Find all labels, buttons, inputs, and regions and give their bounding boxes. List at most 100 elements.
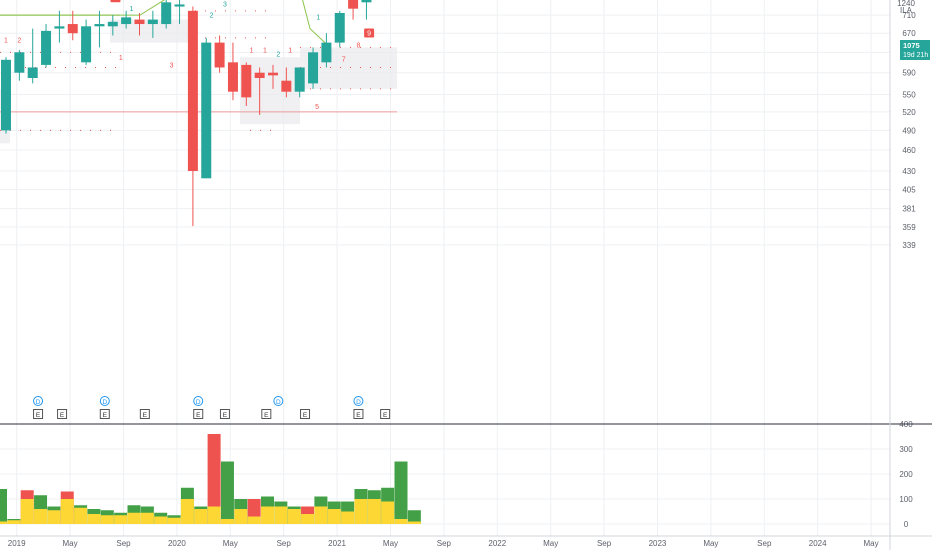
earnings-marker[interactable]: E xyxy=(219,409,230,420)
candle[interactable] xyxy=(147,10,158,38)
sequential-count-label: 1 xyxy=(316,15,320,22)
sequential-count-label: 1 xyxy=(263,47,267,54)
dividend-marker[interactable]: D xyxy=(33,396,44,407)
candle[interactable] xyxy=(227,42,238,101)
setup-9-label: 9 xyxy=(367,31,371,38)
candle[interactable] xyxy=(107,15,118,36)
dividend-circle xyxy=(273,396,284,406)
candle-body xyxy=(81,26,92,63)
time-tick-label: May xyxy=(383,539,398,548)
earnings-letter: E xyxy=(60,412,65,419)
candle-body xyxy=(227,62,238,92)
time-axis[interactable]: 2019 May Sep 2020 May Sep 2021 May Sep 2022 May Sep… xyxy=(8,539,879,548)
earnings-marker[interactable]: E xyxy=(57,409,68,420)
earnings-marker[interactable]: E xyxy=(99,409,110,420)
price-tick-label: 359 xyxy=(902,223,916,232)
volume-bar xyxy=(140,506,154,524)
sequential-count-label: 8 xyxy=(103,0,107,2)
earnings-box xyxy=(300,409,311,419)
volume-bar-base xyxy=(301,514,315,524)
candle[interactable] xyxy=(348,0,359,20)
earnings-marker[interactable]: E xyxy=(353,409,364,420)
earnings-marker[interactable]: E xyxy=(261,409,272,420)
earnings-marker[interactable]: E xyxy=(33,409,44,420)
earnings-box xyxy=(99,409,110,419)
time-tick-label: May xyxy=(864,539,879,548)
volume-bar-base xyxy=(180,499,194,524)
price-tick-label: 430 xyxy=(902,167,916,176)
level-lines xyxy=(0,0,397,131)
volume-bar-base xyxy=(194,509,208,524)
candle[interactable] xyxy=(281,67,292,98)
candle-body xyxy=(27,67,38,79)
time-tick-label: May xyxy=(543,539,558,548)
candle[interactable] xyxy=(321,33,332,68)
candle[interactable] xyxy=(54,10,65,43)
candle-body xyxy=(334,12,345,43)
sequential-count-label: 1 xyxy=(119,55,123,62)
candle[interactable] xyxy=(308,47,319,89)
candle[interactable] xyxy=(41,24,52,68)
candle-body xyxy=(14,52,25,73)
candle[interactable] xyxy=(361,0,372,20)
earnings-box xyxy=(261,409,272,419)
volume-bar-total xyxy=(0,489,7,524)
candle[interactable] xyxy=(201,37,212,179)
bar-countdown: 19d 21h xyxy=(903,52,928,59)
dividend-letter: D xyxy=(276,399,281,406)
candle-body xyxy=(41,30,52,65)
candle[interactable] xyxy=(294,67,305,98)
candle[interactable] xyxy=(94,10,105,48)
volume-bar xyxy=(47,506,61,524)
time-tick-label: Sep xyxy=(757,539,772,548)
candle-body xyxy=(348,0,359,9)
setup-9-badge xyxy=(364,28,375,38)
earnings-marker[interactable]: E xyxy=(139,409,150,420)
candle[interactable] xyxy=(1,57,11,134)
dividend-marker[interactable]: D xyxy=(193,396,204,407)
earnings-marker[interactable]: E xyxy=(300,409,311,420)
volume-bar-base xyxy=(154,516,168,524)
dividend-letter: D xyxy=(102,399,107,406)
candle[interactable] xyxy=(254,67,265,115)
tdst-resistance xyxy=(0,0,331,48)
volume-bar-base xyxy=(100,515,114,524)
candle[interactable] xyxy=(187,6,198,227)
earnings-box xyxy=(33,409,44,419)
candle[interactable] xyxy=(14,49,25,81)
candle[interactable] xyxy=(268,64,278,89)
sequential-count-label: 1 xyxy=(4,38,8,45)
dividend-marker[interactable]: D xyxy=(99,396,110,407)
dividend-marker[interactable]: D xyxy=(273,396,284,407)
time-tick-label: May xyxy=(223,539,238,548)
candle[interactable] xyxy=(67,10,78,41)
candle[interactable] xyxy=(241,62,252,107)
time-tick-label: Sep xyxy=(597,539,612,548)
sequential-count-label: 2 xyxy=(330,0,334,2)
earnings-marker[interactable]: E xyxy=(380,409,391,420)
candle[interactable] xyxy=(161,0,172,29)
price-tick-label: 405 xyxy=(902,186,916,195)
candle[interactable] xyxy=(121,10,132,29)
candle[interactable] xyxy=(174,0,185,25)
price-axis[interactable]: 1160100092087082077071067063059055052049… xyxy=(900,0,918,250)
candle[interactable] xyxy=(334,10,345,48)
volume-bar xyxy=(274,501,288,524)
candles-layer[interactable] xyxy=(1,0,398,227)
earnings-marker[interactable]: E xyxy=(193,409,204,420)
dividend-marker[interactable]: D xyxy=(353,396,364,407)
earnings-box xyxy=(219,409,230,419)
volume-bar-base xyxy=(207,506,221,524)
price-tick-label: 381 xyxy=(902,205,916,214)
candle[interactable] xyxy=(134,12,145,36)
candle[interactable] xyxy=(214,35,225,73)
volume-bar xyxy=(0,489,7,524)
candle-body xyxy=(121,17,132,25)
candle[interactable] xyxy=(81,19,92,65)
time-tick-label: 2022 xyxy=(488,539,506,548)
volume-layer xyxy=(0,434,421,524)
candle[interactable] xyxy=(27,28,38,84)
last-price-marker[interactable]: 1075 19d 21h xyxy=(900,40,930,60)
sequential-count-label: 1 xyxy=(130,6,134,13)
